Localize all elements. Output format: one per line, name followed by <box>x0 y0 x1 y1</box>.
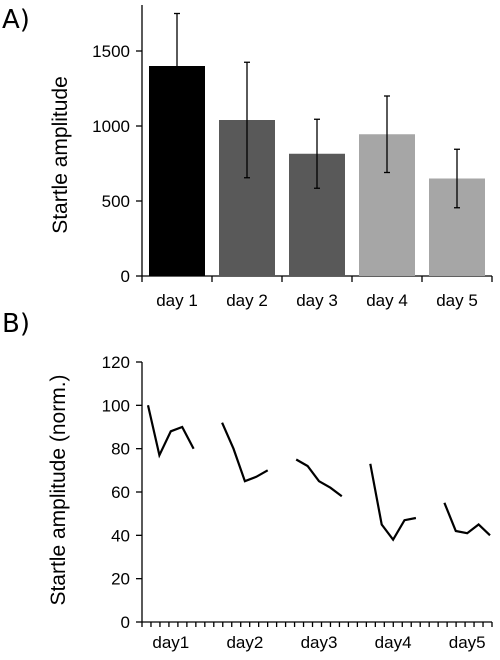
day-series-line <box>369 463 417 542</box>
panel-b-label: B) <box>2 309 30 339</box>
panel-b-y-axis-title: Startle amplitude (norm.) <box>47 374 70 605</box>
y-tick-label: 0 <box>121 267 130 286</box>
x-tick-label: day5 <box>449 633 486 652</box>
y-tick-label: 20 <box>111 570 130 589</box>
y-tick-label: 60 <box>111 483 130 502</box>
y-tick-label: 0 <box>121 613 130 632</box>
day-series-line <box>221 422 269 483</box>
y-tick-label: 80 <box>111 440 130 459</box>
panel-a-label: A) <box>2 5 30 35</box>
x-tick-label: day 2 <box>226 291 268 310</box>
bar-chart-panel-a: 0 500 1000 1500 day 1 day 2 day 3 day 4 day 5 <box>92 5 493 310</box>
x-tick-label: day 3 <box>296 291 338 310</box>
y-tick-label: 100 <box>102 396 130 415</box>
day-series-line <box>146 405 195 459</box>
x-tick-label: day4 <box>375 633 412 652</box>
line-chart-panel-b: 0 20 40 60 80 100 120 day1 day2 day3 day4 day5 <box>102 353 493 652</box>
y-tick-label: 40 <box>111 526 130 545</box>
x-tick-label: day 4 <box>366 291 408 310</box>
day-series-line <box>443 502 491 537</box>
y-tick-label: 500 <box>102 192 130 211</box>
x-tick-label: day 1 <box>156 291 198 310</box>
y-tick-label: 120 <box>102 353 130 372</box>
y-tick-label: 1500 <box>92 42 130 61</box>
x-tick-label: day 5 <box>436 291 478 310</box>
x-tick-label: day3 <box>301 633 338 652</box>
y-tick-label: 1000 <box>92 117 130 136</box>
x-tick-label: day2 <box>226 633 263 652</box>
day-series-line <box>295 458 343 498</box>
panel-a-y-axis-title: Startle amplitude <box>49 76 72 234</box>
x-tick-label: day1 <box>152 633 189 652</box>
